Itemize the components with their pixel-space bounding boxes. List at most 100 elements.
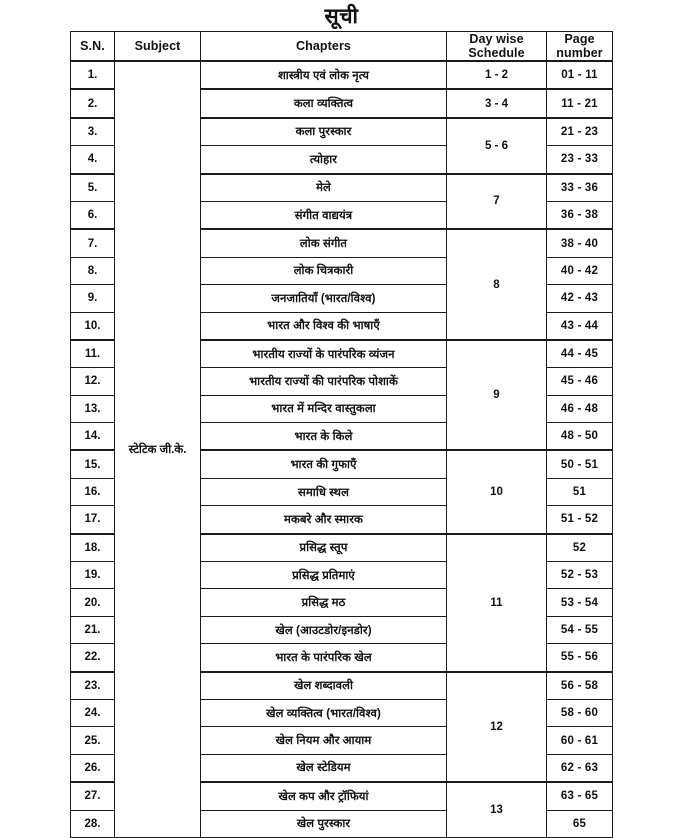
cell-serial-number: 8.	[70, 256, 115, 286]
table-row: 13. भारत में मन्दिर वास्तुकला 46 - 48	[70, 394, 613, 424]
column-header-day-wise-schedule: Day wise Schedule	[446, 31, 547, 62]
cell-page-number: 45 - 46	[546, 367, 613, 396]
index-table: S.N. Subject Chapters Day wise Schedule …	[70, 31, 613, 838]
column-header-sn: S.N.	[70, 31, 115, 62]
cell-serial-number: 26.	[70, 753, 115, 783]
cell-serial-number: 21.	[70, 615, 115, 645]
cell-serial-number: 22.	[70, 643, 115, 673]
table-row: 17. मकबरे और स्मारक 51 - 52	[70, 505, 613, 535]
cell-chapter: शास्त्रीय एवं लोक नृत्य	[200, 60, 447, 90]
table-row: 10. भारत और विश्व की भाषाऍं 43 - 44	[70, 311, 613, 341]
cell-chapter: कला व्यक्तित्व	[200, 88, 447, 119]
cell-serial-number: 16.	[70, 477, 115, 507]
page-root: सूची S.N. Subject Chapters Day wise Sche…	[70, 5, 613, 838]
cell-serial-number: 13.	[70, 394, 115, 424]
cell-chapter: भारत के किले	[200, 422, 447, 451]
cell-serial-number: 23.	[70, 670, 115, 700]
table-row: 9. जनजातियाँ (भारत/विश्व) 42 - 43	[70, 284, 613, 313]
table-row: 24. खेल व्यक्तित्व (भारत/विश्व) 58 - 60	[70, 698, 613, 728]
cell-page-number: 58 - 60	[546, 698, 613, 728]
cell-page-number: 36 - 38	[546, 200, 613, 230]
cell-serial-number: 5.	[70, 172, 115, 202]
cell-day-wise-schedule: 1 - 2	[446, 60, 547, 90]
cell-page-number: 51 - 52	[546, 505, 613, 535]
cell-page-number: 55 - 56	[546, 643, 613, 673]
cell-serial-number: 14.	[70, 422, 115, 451]
cell-chapter: भारत और विश्व की भाषाऍं	[200, 311, 447, 341]
cell-serial-number: 15.	[70, 449, 115, 479]
cell-page-number: 01 - 11	[546, 60, 613, 90]
cell-serial-number: 9.	[70, 284, 115, 313]
cell-page-number: 53 - 54	[546, 588, 613, 617]
cell-page-number: 23 - 33	[546, 145, 613, 175]
table-row: 2. कला व्यक्तित्व 3 - 4 11 - 21	[70, 88, 613, 119]
cell-day-wise-schedule: 8	[446, 228, 547, 341]
cell-page-number: 52	[546, 532, 613, 563]
cell-chapter: खेल शब्दावली	[200, 670, 447, 700]
cell-day-wise-schedule: 10	[446, 449, 547, 535]
cell-chapter: जनजातियाँ (भारत/विश्व)	[200, 284, 447, 313]
cell-serial-number: 4.	[70, 145, 115, 175]
table-header: S.N. Subject Chapters Day wise Schedule …	[70, 31, 613, 62]
cell-page-number: 42 - 43	[546, 284, 613, 313]
cell-page-number: 44 - 45	[546, 338, 613, 369]
cell-serial-number: 11.	[70, 338, 115, 369]
cell-serial-number: 1.	[70, 60, 115, 90]
table-row: 14. भारत के किले 48 - 50	[70, 422, 613, 451]
cell-serial-number: 18.	[70, 532, 115, 563]
page-title: सूची	[324, 5, 359, 28]
table-row: 15. भारत की गुफाऍं 10 50 - 51	[70, 449, 613, 535]
table-row: 3. कला पुरस्कार 5 - 6 21 - 23	[70, 116, 613, 175]
cell-page-number: 63 - 65	[546, 781, 613, 811]
cell-page-number: 60 - 61	[546, 726, 613, 755]
cell-chapter: खेल व्यक्तित्व (भारत/विश्व)	[200, 698, 447, 728]
cell-serial-number: 28.	[70, 809, 115, 838]
cell-page-number: 48 - 50	[546, 422, 613, 451]
cell-chapter: भारत में मन्दिर वास्तुकला	[200, 394, 447, 424]
cell-serial-number: 24.	[70, 698, 115, 728]
cell-page-number: 51	[546, 477, 613, 507]
cell-chapter: कला पुरस्कार	[200, 116, 447, 147]
cell-chapter: प्रसिद्ध स्तूप	[200, 532, 447, 563]
cell-chapter: खेल पुरस्कार	[200, 809, 447, 838]
cell-day-wise-schedule: 9	[446, 338, 547, 451]
table-row: 18. प्रसिद्ध स्तूप 11 52	[70, 532, 613, 673]
cell-chapter: मेले	[200, 172, 447, 202]
cell-chapter: लोक चित्रकारी	[200, 256, 447, 286]
index-table-container: S.N. Subject Chapters Day wise Schedule …	[70, 31, 613, 838]
cell-chapter: त्योहार	[200, 145, 447, 175]
cell-chapter: प्रसिद्ध मठ	[200, 588, 447, 617]
cell-serial-number: 12.	[70, 367, 115, 396]
cell-chapter: खेल कप और ट्रॉफियां	[200, 781, 447, 811]
cell-serial-number: 7.	[70, 228, 115, 258]
cell-page-number: 46 - 48	[546, 394, 613, 424]
cell-page-number: 52 - 53	[546, 561, 613, 590]
cell-page-number: 11 - 21	[546, 88, 613, 119]
cell-chapter: खेल (आउटडोर/इनडोर)	[200, 615, 447, 645]
table-row: 23. खेल शब्दावली 12 56 - 58	[70, 670, 613, 783]
cell-serial-number: 6.	[70, 200, 115, 230]
column-header-page-number: Page number	[546, 31, 613, 62]
cell-chapter: भारत के पारंपरिक खेल	[200, 643, 447, 673]
cell-chapter: समाधि स्थल	[200, 477, 447, 507]
cell-page-number: 50 - 51	[546, 449, 613, 479]
cell-chapter: भारतीय राज्यों की पारंपरिक पोशाकें	[200, 367, 447, 396]
column-header-subject: Subject	[114, 31, 201, 62]
table-row: 6. संगीत वाद्ययंत्र 36 - 38	[70, 200, 613, 230]
cell-page-number: 56 - 58	[546, 670, 613, 700]
cell-serial-number: 10.	[70, 311, 115, 341]
cell-serial-number: 27.	[70, 781, 115, 811]
cell-day-wise-schedule: 11	[446, 532, 547, 673]
table-row: 26. खेल स्टेडियम 62 - 63	[70, 753, 613, 783]
cell-serial-number: 19.	[70, 561, 115, 590]
cell-day-wise-schedule: 7	[446, 172, 547, 230]
table-body: 1. स्टेटिक जी.के. शास्त्रीय एवं लोक नृत्य 1…	[70, 60, 613, 838]
cell-chapter: भारतीय राज्यों के पारंपरिक व्यंजन	[200, 338, 447, 369]
cell-subject: स्टेटिक जी.के.	[114, 60, 201, 838]
header-row: S.N. Subject Chapters Day wise Schedule …	[70, 31, 613, 62]
cell-serial-number: 2.	[70, 88, 115, 119]
cell-serial-number: 25.	[70, 726, 115, 755]
table-row: 22. भारत के पारंपरिक खेल 55 - 56	[70, 643, 613, 673]
cell-day-wise-schedule: 5 - 6	[446, 116, 547, 175]
cell-page-number: 40 - 42	[546, 256, 613, 286]
